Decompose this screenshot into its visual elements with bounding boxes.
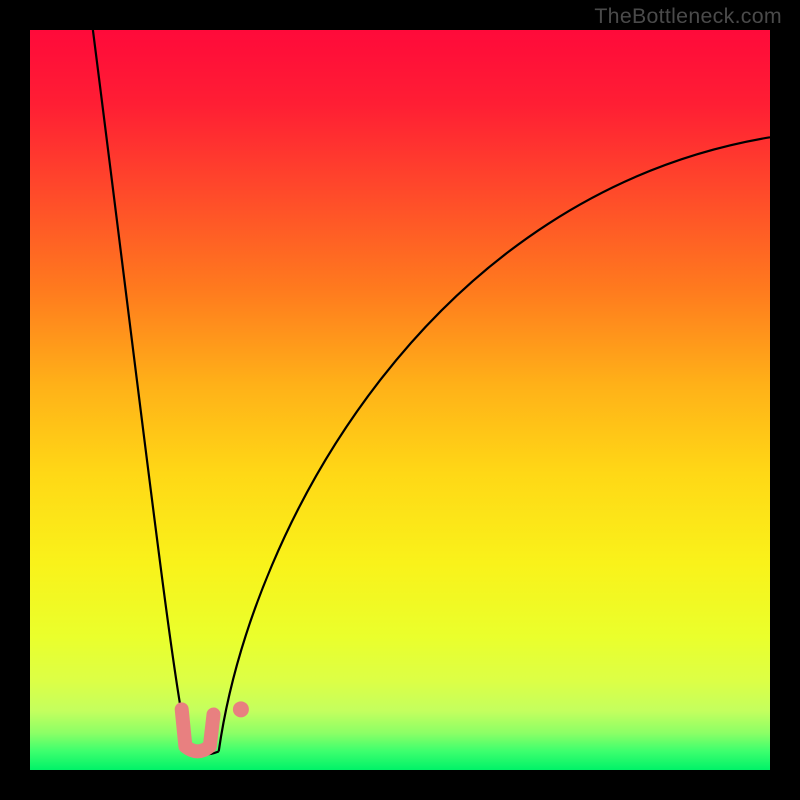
chart-container: TheBottleneck.com bbox=[0, 0, 800, 800]
bottleneck-chart bbox=[0, 0, 800, 800]
watermark-text: TheBottleneck.com bbox=[594, 4, 782, 29]
heat-gradient-background bbox=[30, 30, 770, 770]
valley-marker-dot bbox=[233, 701, 249, 717]
